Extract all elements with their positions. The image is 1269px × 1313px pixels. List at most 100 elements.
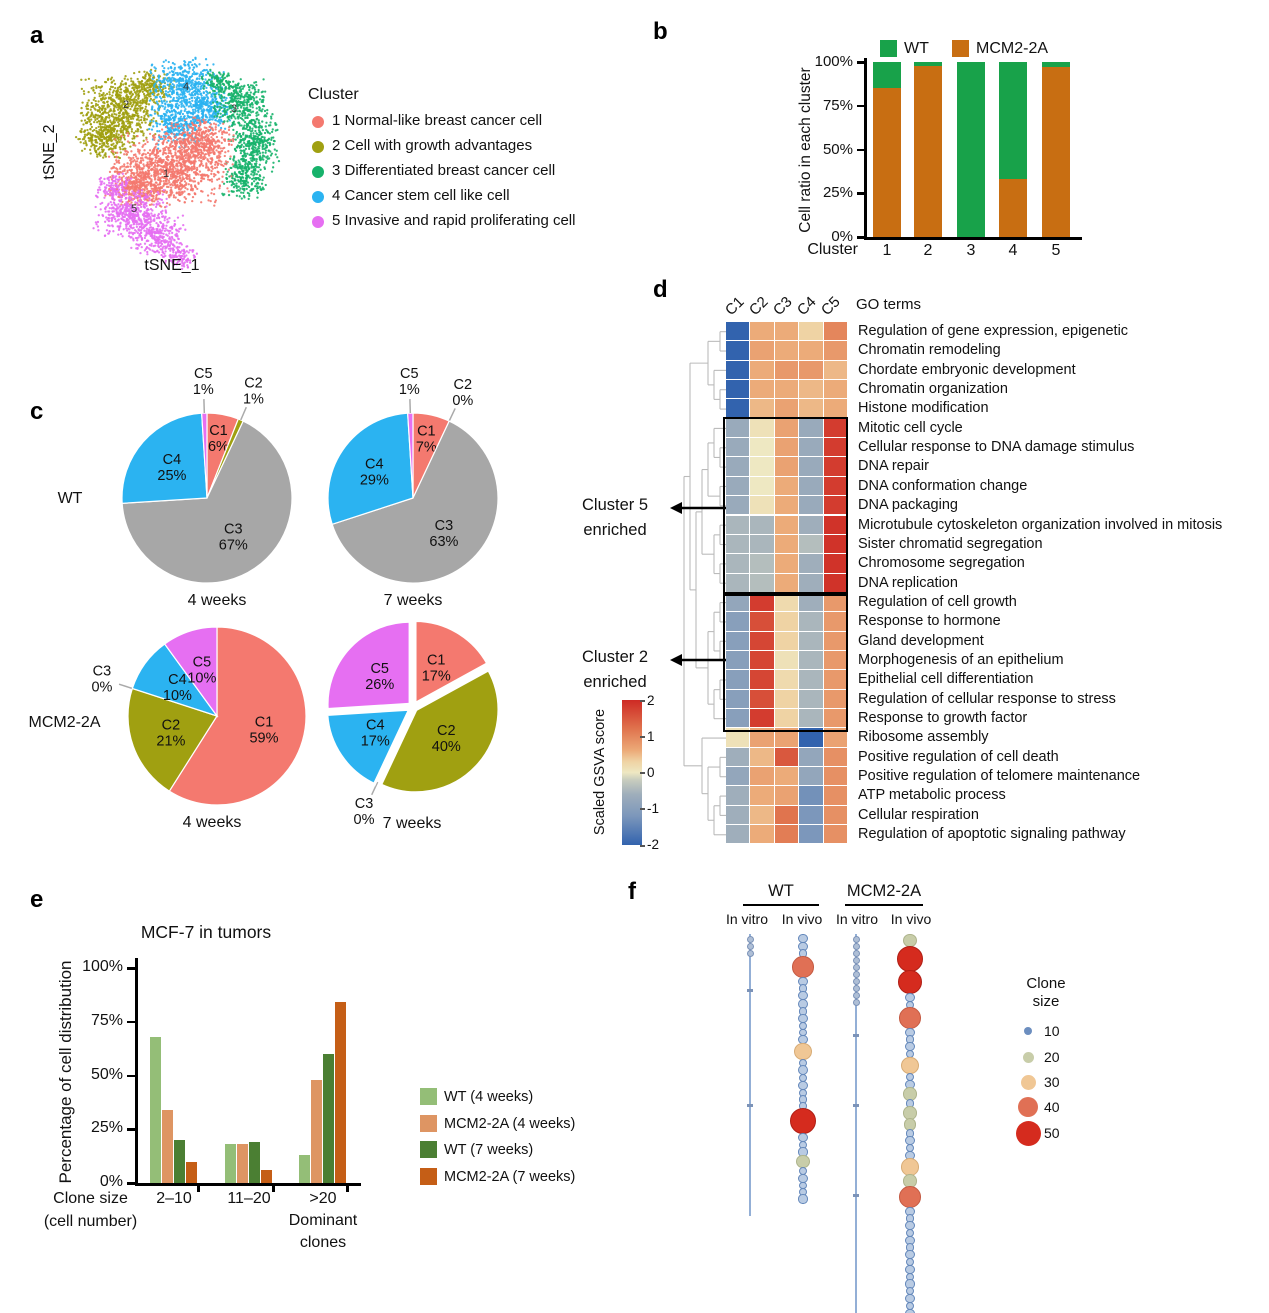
heatmap-cell xyxy=(750,515,774,534)
strand-dot xyxy=(852,936,860,943)
dominant-clones-line1: Dominant xyxy=(288,1212,358,1229)
pie-leader-line xyxy=(448,408,456,422)
heatmap-cell xyxy=(799,631,823,650)
clone-size-legend-value-40: 40 xyxy=(1044,1099,1060,1115)
pie-caption-wt-4w: 4 weeks xyxy=(187,592,247,609)
panel-letter-b: b xyxy=(653,18,668,45)
pie-row-label-mcm2-2a: MCM2-2A xyxy=(28,714,101,731)
f-mcm-invitro-label: In vitro xyxy=(835,911,878,927)
f-wt-invitro-label: In vitro xyxy=(725,911,768,927)
heatmap-cell xyxy=(823,476,847,496)
heatmap-cell xyxy=(774,534,799,554)
heatmap-row-label: DNA replication xyxy=(858,574,958,591)
heatmap-row-label: Chromosome segregation xyxy=(858,555,1025,572)
mcm-4w-swatch xyxy=(420,1115,437,1132)
heatmap-cell xyxy=(774,418,799,438)
e-y-tick-label: 50% xyxy=(90,1065,123,1083)
clone-size-legend-dot-20 xyxy=(1022,1051,1034,1063)
pie-slice-C1 xyxy=(413,619,490,707)
e-y-tick-mark xyxy=(127,967,135,970)
heatmap-cell xyxy=(799,767,823,786)
clone-bubble xyxy=(798,1194,808,1204)
pie-label-C2: C2 40% xyxy=(432,723,461,755)
heatmap-cell xyxy=(726,457,750,476)
colorbar-tick-mark xyxy=(640,808,645,810)
strand-dot xyxy=(746,936,754,943)
cluster-1-label: 1 Normal-like breast cancer cell xyxy=(332,112,543,129)
heatmap-cell xyxy=(726,496,750,515)
heatmap-row-label: ATP metabolic process xyxy=(858,787,1006,804)
tsne-cluster-number-5: 5 xyxy=(131,203,138,215)
b-bar-wt-c4 xyxy=(999,62,1027,180)
pie-label-C3: C3 0% xyxy=(354,796,375,828)
heatmap-row-label: Chromatin remodeling xyxy=(858,342,1001,359)
colorbar-tick-2: 2 xyxy=(647,693,655,708)
heatmap-cell xyxy=(726,341,750,360)
strand-dot xyxy=(852,985,860,992)
f-wt-invivo-label: In vivo xyxy=(781,911,823,927)
cluster-3-dot xyxy=(312,166,324,178)
heatmap-cell xyxy=(726,534,750,554)
pie-mcm2-2a-4weeks: C1 59% C2 21% C3 0% C4 10%C5 10% xyxy=(91,626,307,806)
heatmap-cell xyxy=(799,612,823,631)
cluster5-enriched-annotation: Cluster 5 enriched xyxy=(565,493,665,543)
e-y-tick-mark xyxy=(127,1128,135,1131)
pie-label-C4: C4 17% xyxy=(361,718,390,750)
heatmap-row-label: Sister chromatid segregation xyxy=(858,535,1043,552)
heatmap-cell xyxy=(750,747,774,767)
heatmap-cell xyxy=(726,689,750,708)
heatmap-row-label: Positive regulation of telomere maintena… xyxy=(858,768,1141,785)
heatmap-row-label: DNA repair xyxy=(858,458,929,475)
pie-slice-C3 xyxy=(331,420,499,584)
wt-4w-label: WT (4 weeks) xyxy=(444,1089,534,1105)
heatmap-cell xyxy=(774,825,799,844)
b-y-tick-mark xyxy=(857,104,864,108)
heatmap-row-label: Epithelial cell differentiation xyxy=(858,671,1034,688)
pie-caption-wt-7w: 7 weeks xyxy=(383,592,443,609)
e-y-tick-label: 0% xyxy=(99,1173,123,1190)
heatmap-cell xyxy=(774,592,799,612)
e-category-label: 2–10 xyxy=(156,1190,192,1207)
heatmap-cell xyxy=(726,554,750,573)
heatmap-cell xyxy=(726,650,750,670)
colorbar-tick-0: 0 xyxy=(647,765,655,780)
clone-size-legend-dot-10 xyxy=(1024,1027,1032,1035)
e-bar-MCM22A7weeks-0 xyxy=(186,1161,197,1183)
heatmap-cell xyxy=(799,322,823,341)
f-mcm-invivo-label: In vivo xyxy=(890,911,932,927)
cluster2-annotation-line1: Cluster 2 xyxy=(581,648,649,666)
pie-label-C1: C1 7% xyxy=(416,423,437,455)
heatmap-cell xyxy=(750,496,774,515)
strand-dot xyxy=(852,992,860,999)
heatmap-cell xyxy=(750,534,774,554)
clone-bubble xyxy=(794,1042,812,1061)
heatmap-cell xyxy=(823,457,847,476)
heatmap-cell xyxy=(726,399,750,418)
heatmap-cell xyxy=(774,322,799,341)
heatmap-cell xyxy=(823,573,847,592)
heatmap-cell xyxy=(799,670,823,689)
cluster5-arrow-icon xyxy=(670,502,726,514)
heatmap-row-label: Cellular response to DNA damage stimulus xyxy=(858,439,1135,456)
b-y-tick-mark xyxy=(857,61,864,64)
cluster-5-dot xyxy=(312,216,324,228)
f-wt-underline xyxy=(743,904,819,906)
heatmap-cell xyxy=(774,496,799,515)
pie-label-C4: C4 25% xyxy=(157,452,186,484)
heatmap-cell xyxy=(750,825,774,844)
heatmap-cell xyxy=(726,573,750,592)
strand-dot xyxy=(852,999,860,1006)
colorbar-tick-mark xyxy=(640,845,645,847)
heatmap-row-label: DNA packaging xyxy=(858,497,958,514)
cluster-3-label: 3 Differentiated breast cancer cell xyxy=(332,162,556,179)
clone-bubble xyxy=(901,1158,919,1176)
strand-mark xyxy=(853,1104,859,1107)
heatmap-row-label: Ribosome assembly xyxy=(858,729,989,746)
heatmap-cell xyxy=(750,786,774,805)
heatmap-row-label: Cellular respiration xyxy=(858,806,979,823)
pie-label-C5: C5 10% xyxy=(187,654,216,686)
heatmap-cell xyxy=(726,612,750,631)
heatmap-cell xyxy=(750,689,774,708)
strand-mark xyxy=(853,1034,859,1037)
heatmap-cell xyxy=(799,573,823,592)
